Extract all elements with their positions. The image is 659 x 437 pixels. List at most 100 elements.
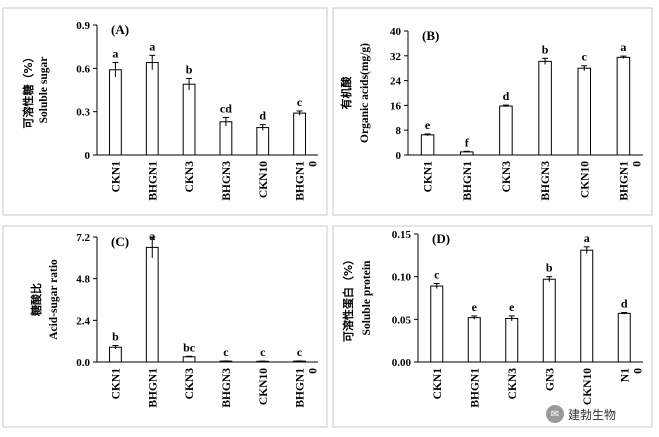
significance-letter: a — [584, 231, 590, 245]
bar — [467, 317, 481, 363]
y-axis-title-en: Soluble sugar — [38, 57, 50, 124]
category-label: CKN10 — [582, 368, 594, 405]
watermark: ✉ 建勃生物 — [546, 402, 616, 426]
significance-letter: bc — [183, 340, 196, 354]
bar — [145, 62, 159, 156]
panel-frame — [332, 7, 653, 216]
bar — [145, 246, 159, 363]
y-tick-label: 24 — [390, 76, 402, 88]
y-tick-label: 0 — [85, 150, 91, 162]
category-label: BHGN10 — [295, 368, 320, 408]
panel-d: 0.00 0.05 0.10 0.15 c CKN1 e BHGN1 e CKN3 b GN3 a CKN… — [332, 225, 653, 428]
category-label: CKN10 — [579, 161, 591, 198]
category-label: CKN10 — [258, 161, 270, 198]
y-axis-title-cn: 可溶性蛋白（%） — [341, 254, 355, 342]
category-label: BHGN3 — [221, 368, 233, 408]
panel-frame — [332, 225, 653, 428]
y-tick-label: 0 — [396, 150, 402, 162]
bar — [538, 60, 552, 156]
panel-frame — [2, 225, 328, 428]
bar — [505, 317, 519, 363]
significance-letter: c — [223, 345, 229, 359]
significance-letter: c — [582, 50, 588, 64]
bar — [580, 249, 594, 363]
significance-letter: b — [542, 42, 549, 56]
significance-letter: c — [434, 267, 440, 281]
category-label: BHGN3 — [221, 161, 233, 201]
y-tick-label: 4.8 — [76, 274, 90, 286]
y-axis-title-cn: 糖酸比 — [29, 283, 43, 316]
category-label: CKN3 — [507, 368, 519, 400]
category-label: CKN3 — [501, 161, 513, 193]
significance-letter: e — [472, 300, 478, 314]
y-axis-title-en: Acid-sugar ratio — [48, 259, 60, 340]
bar — [109, 346, 122, 363]
significance-letter: b — [112, 330, 119, 344]
significance-letter: b — [546, 261, 553, 275]
category-label: BHGN3 — [540, 161, 552, 201]
significance-letter: a — [620, 40, 626, 54]
y-tick-label: 7.2 — [76, 232, 90, 244]
category-label: CKN3 — [184, 368, 196, 400]
category-label: CKN3 — [184, 161, 196, 193]
category-label: CKN1 — [110, 161, 122, 193]
y-axis-title-cn: 有机酸 — [339, 76, 353, 110]
panel-label: (B) — [422, 28, 439, 43]
category-label: BHGN1 — [469, 368, 481, 408]
y-tick-label: 16 — [390, 100, 402, 112]
category-label: BHGN1 — [147, 161, 159, 201]
panel-frame — [2, 7, 328, 216]
significance-letter: e — [425, 118, 431, 132]
bar — [542, 278, 556, 363]
significance-letter: cd — [220, 101, 232, 115]
category-label: CKN10 — [258, 368, 270, 405]
category-label: N10 — [619, 368, 644, 382]
category-label: GN3 — [544, 368, 556, 391]
y-tick-label: 0.3 — [76, 107, 90, 119]
category-label: BHGN1 — [462, 161, 474, 201]
panel-c: 0.0 2.4 4.8 7.2 b CKN1 a BHGN1 bc CKN3 c BHGN3 c CKN1… — [2, 225, 328, 428]
category-label: BHGN10 — [295, 161, 320, 201]
y-tick-label: 0.6 — [76, 63, 90, 75]
significance-letter: a — [149, 39, 155, 53]
bar — [617, 312, 631, 363]
y-tick-label: 8 — [396, 125, 402, 137]
significance-letter: e — [509, 300, 515, 314]
y-axis-title-cn: 可溶性糖（%） — [21, 51, 35, 128]
significance-letter: f — [465, 135, 470, 149]
y-tick-label: 0.0 — [76, 357, 90, 369]
bar — [182, 83, 196, 156]
significance-letter: c — [260, 345, 266, 359]
bar — [616, 56, 631, 156]
wechat-icon: ✉ — [546, 405, 564, 423]
y-tick-label: 0.00 — [392, 357, 412, 369]
bar — [293, 112, 306, 156]
bar — [219, 121, 233, 156]
y-tick-label: 0.05 — [392, 314, 412, 326]
category-label: BHGN1 — [147, 368, 159, 408]
bar — [499, 105, 513, 156]
category-label: CKN1 — [423, 161, 435, 193]
bar — [420, 134, 435, 156]
y-tick-label: 32 — [390, 51, 402, 63]
y-axis-title-en: Soluble protein — [361, 260, 373, 335]
panel-label: (C) — [111, 234, 129, 249]
category-label: BHGN10 — [618, 161, 643, 201]
panel-a: 0 0.3 0.6 0.9 a CKN1 a BHGN1 b CKN3 cd BHGN3 d CKN10 c… — [2, 7, 328, 216]
bar — [109, 69, 122, 156]
significance-letter: d — [259, 109, 266, 123]
y-tick-label: 0.9 — [76, 20, 90, 32]
category-label: CKN1 — [432, 368, 444, 400]
bar — [256, 127, 270, 156]
significance-letter: a — [112, 47, 118, 61]
significance-letter: b — [186, 62, 193, 76]
y-axis-title-en: Organic acids(mg/g) — [359, 43, 371, 143]
significance-letter: d — [503, 89, 510, 103]
y-tick-label: 2.4 — [76, 315, 90, 327]
y-tick-label: 0.10 — [392, 272, 412, 284]
significance-letter: c — [297, 95, 303, 109]
significance-letter: a — [149, 229, 155, 243]
y-tick-label: 40 — [390, 26, 402, 38]
panel-label: (D) — [432, 231, 450, 246]
